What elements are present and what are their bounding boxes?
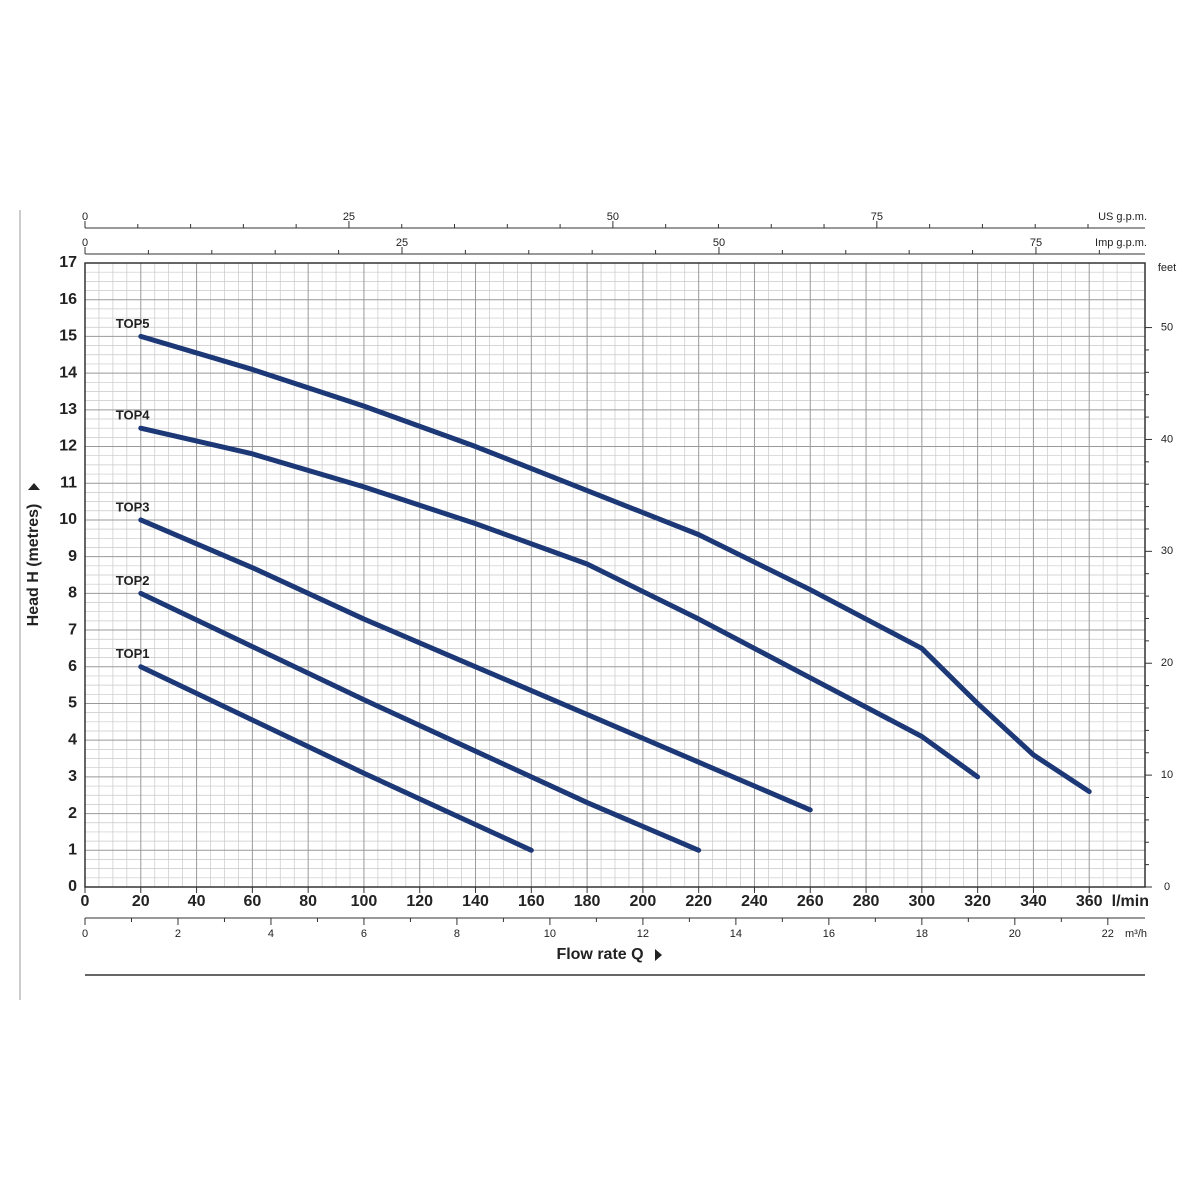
- x-tick-label: 280: [853, 893, 880, 910]
- x-tick-label: 80: [299, 893, 317, 910]
- x-tick-label: 10: [544, 928, 556, 940]
- y-tick-label: 16: [59, 291, 77, 308]
- series-label: TOP2: [116, 573, 150, 588]
- x-tick-label: 120: [406, 893, 433, 910]
- y-tick-label: 0: [68, 878, 77, 895]
- x-tick-label: 100: [351, 893, 378, 910]
- y-tick-label: 4: [68, 731, 77, 748]
- x-tick-label: 2: [175, 928, 181, 940]
- y2-tick-label: 0: [1164, 881, 1170, 893]
- y-tick-label: 3: [68, 768, 77, 785]
- x-tick-label: 20: [132, 893, 150, 910]
- x-tick-label: 40: [188, 893, 206, 910]
- x-tick-label: 340: [1020, 893, 1047, 910]
- y-tick-label: 1: [68, 842, 77, 859]
- x-tick-label: 0: [82, 237, 88, 249]
- y-tick-label: 5: [68, 695, 77, 712]
- y2-tick-label: 50: [1161, 321, 1173, 333]
- x-tick-label: 300: [908, 893, 935, 910]
- x-tick-label: 8: [454, 928, 460, 940]
- x-tick-label: 240: [741, 893, 768, 910]
- x-tick-label: 14: [730, 928, 742, 940]
- x-tick-label: 140: [462, 893, 489, 910]
- x-tick-label: 360: [1076, 893, 1103, 910]
- y-axis-title: Head H (metres): [25, 504, 42, 627]
- y-tick-label: 15: [59, 328, 77, 345]
- x-tick-label: 180: [574, 893, 601, 910]
- pump-curve: [138, 333, 1092, 795]
- y2-tick-label: 30: [1161, 545, 1173, 557]
- x-tick-label: 75: [871, 211, 883, 223]
- x-tick-label: 20: [1009, 928, 1021, 940]
- y-tick-label: 11: [60, 474, 77, 491]
- pump-curve: [138, 664, 534, 853]
- x-tick-label: 12: [637, 928, 649, 940]
- y-tick-label: 12: [59, 438, 77, 455]
- x-tick-label: 160: [518, 893, 545, 910]
- x-tick-label: 0: [81, 893, 90, 910]
- y-tick-label: 8: [68, 585, 77, 602]
- y-tick-label: 13: [59, 401, 77, 418]
- x-tick-label: 50: [713, 237, 725, 249]
- x-tick-label: 60: [243, 893, 261, 910]
- x-tick-label: 0: [82, 928, 88, 940]
- pump-curve: [138, 425, 981, 780]
- y-tick-label: 17: [59, 254, 77, 271]
- plot-frame: [84, 262, 1146, 888]
- x-axis-title: Flow rate Q: [556, 946, 643, 963]
- x-tick-label: 25: [396, 237, 408, 249]
- x-unit-label: l/min: [1112, 893, 1149, 910]
- x-tick-label: 200: [630, 893, 657, 910]
- axis-unit-label: m³/h: [1125, 928, 1147, 940]
- y-tick-label: 9: [68, 548, 77, 565]
- y2-tick-label: 10: [1161, 769, 1173, 781]
- x-tick-label: 0: [82, 211, 88, 223]
- y2-tick-label: 40: [1161, 433, 1173, 445]
- x-tick-label: 16: [823, 928, 835, 940]
- x-tick-label: 320: [964, 893, 991, 910]
- y-tick-label: 10: [59, 511, 77, 528]
- x-tick-label: 25: [343, 211, 355, 223]
- series-label: TOP1: [116, 646, 150, 661]
- series-label: TOP4: [116, 408, 150, 423]
- y2-tick-label: 20: [1161, 657, 1173, 669]
- arrow: [28, 483, 40, 490]
- series-label: TOP3: [116, 499, 150, 514]
- axis-unit-label: Imp g.p.m.: [1095, 237, 1147, 249]
- pump-curve: [138, 590, 702, 853]
- series-label: TOP5: [116, 316, 150, 331]
- y-tick-label: 14: [59, 364, 77, 381]
- pump-curve: [138, 517, 813, 813]
- y-tick-label: 6: [68, 658, 77, 675]
- x-tick-label: 6: [361, 928, 367, 940]
- x-tick-label: 22: [1102, 928, 1114, 940]
- y2-unit-label: feet: [1158, 262, 1176, 274]
- x-tick-label: 50: [607, 211, 619, 223]
- x-tick-label: 18: [916, 928, 928, 940]
- arrow: [655, 949, 662, 961]
- y-tick-label: 7: [68, 621, 77, 638]
- y-tick-label: 2: [68, 805, 77, 822]
- axis-unit-label: US g.p.m.: [1098, 211, 1147, 223]
- x-tick-label: 260: [797, 893, 824, 910]
- x-tick-label: 75: [1030, 237, 1042, 249]
- x-tick-label: 220: [685, 893, 712, 910]
- x-tick-label: 4: [268, 928, 274, 940]
